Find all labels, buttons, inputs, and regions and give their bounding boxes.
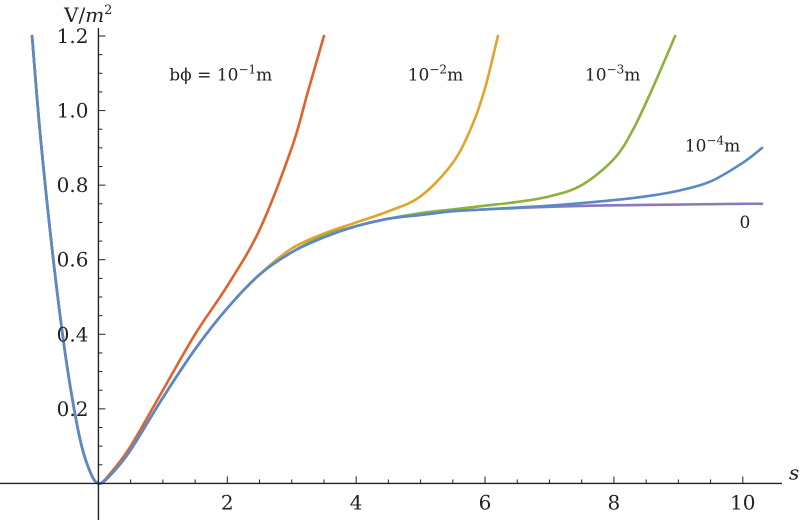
series-label-base: 0 <box>740 213 751 233</box>
series-label-base: 10 <box>408 66 430 86</box>
y-tick-label: 1.0 <box>57 99 89 123</box>
x-tick-label: 4 <box>350 490 363 514</box>
y-tick-label: 1.2 <box>57 24 89 48</box>
series-label-base: 10 <box>217 66 239 86</box>
y-axis-label-main: V/ <box>63 3 85 27</box>
ticks-layer: 2 4 6 8 10 0.2 0.4 0.6 0.8 1.0 1.2 <box>57 24 756 514</box>
series-label: 10−2m <box>408 63 463 86</box>
x-axis-label: s <box>789 460 799 484</box>
y-tick-label: 0.6 <box>57 248 89 272</box>
curves-layer <box>30 34 764 485</box>
y-axis-label-m: m <box>85 3 104 27</box>
axes-layer <box>0 28 782 520</box>
series-label-exponent: −1 <box>238 63 256 77</box>
series-label-unit: m <box>447 66 463 86</box>
series-line <box>30 34 677 485</box>
series-label: 10−4m <box>685 134 740 157</box>
series-label-base: 10 <box>585 66 607 86</box>
series-label: 0 <box>740 213 751 233</box>
series-label: bϕ = 10−1m <box>169 63 272 86</box>
series-label-exponent: −4 <box>706 134 724 148</box>
series-label-unit: m <box>624 66 640 86</box>
series-label-unit: m <box>724 137 740 157</box>
y-axis-label-exp: 2 <box>104 3 112 18</box>
series-label: 10−3m <box>585 63 640 86</box>
y-tick-label: 0.8 <box>57 173 89 197</box>
x-tick-label: 6 <box>479 490 492 514</box>
y-axis-label: V/m2 <box>63 3 112 27</box>
series-label-exponent: −2 <box>429 63 447 77</box>
series-label-base: 10 <box>685 137 707 157</box>
series-line <box>30 34 764 485</box>
series-label-unit: m <box>256 66 272 86</box>
y-tick-label: 0.2 <box>57 397 89 421</box>
x-tick-label: 8 <box>608 490 621 514</box>
series-label-prefix: bϕ = <box>169 66 217 86</box>
series-line <box>30 34 764 485</box>
series-label-exponent: −3 <box>607 63 625 77</box>
x-tick-label: 2 <box>221 490 234 514</box>
y-tick-label: 0.4 <box>57 322 89 346</box>
x-tick-label: 10 <box>730 490 755 514</box>
